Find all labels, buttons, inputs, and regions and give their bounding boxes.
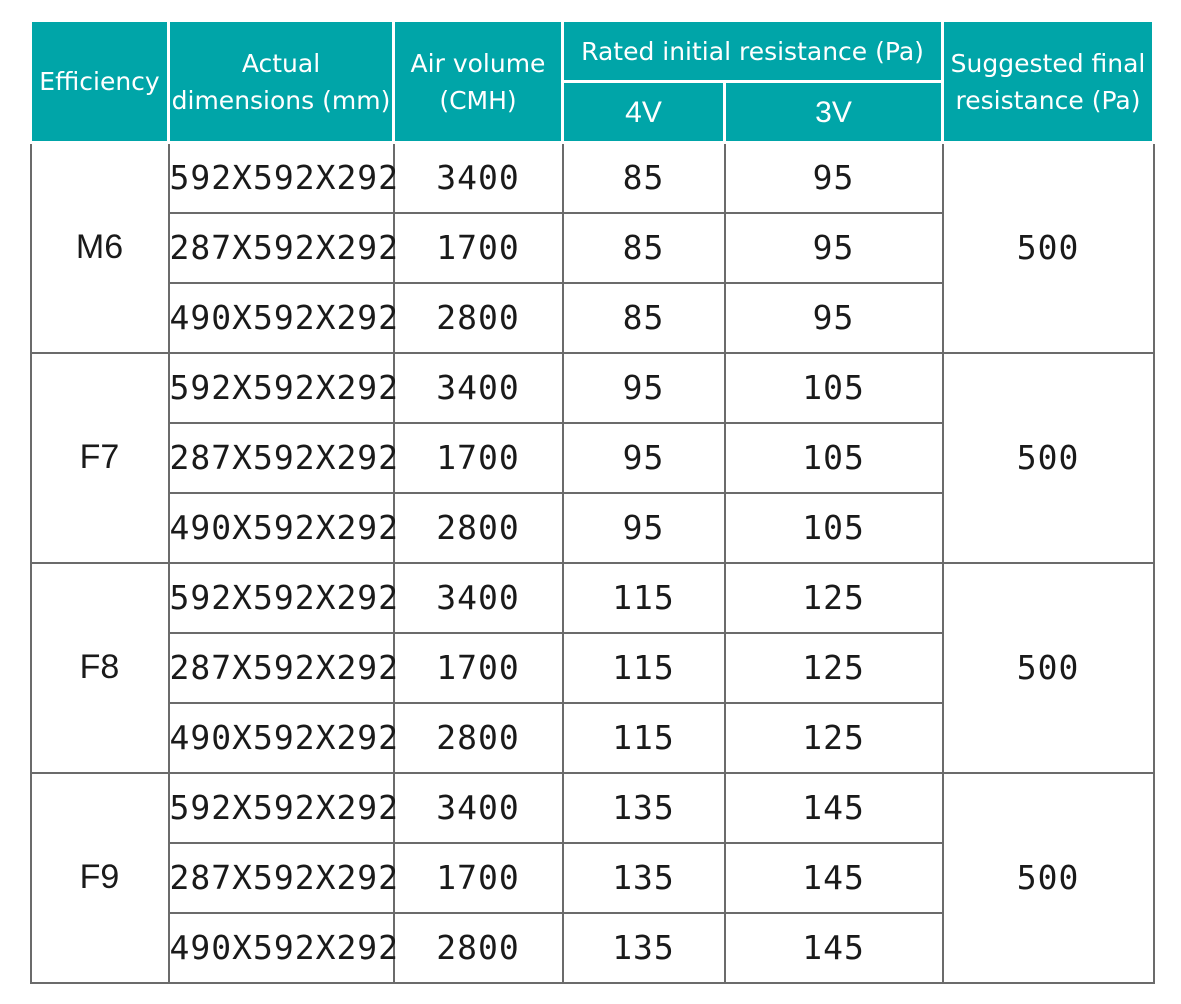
air-volume-cell: 2800 xyxy=(392,491,564,564)
dimensions-cell: 490X592X292 xyxy=(167,491,398,564)
resistance-3v-cell: 145 xyxy=(723,911,944,985)
resistance-4v-cell: 115 xyxy=(561,561,726,634)
final-resistance-cell: 500 xyxy=(941,561,1155,774)
resistance-4v-cell: 95 xyxy=(561,421,726,494)
air-volume-cell: 1700 xyxy=(392,421,564,494)
resistance-4v-cell: 95 xyxy=(561,351,726,424)
final-resistance-header: Suggested final resistance (Pa) xyxy=(941,19,1156,144)
air-volume-cell: 1700 xyxy=(392,211,564,284)
air-volume-cell: 2800 xyxy=(392,911,564,985)
air-volume-cell: 2800 xyxy=(392,281,564,354)
resistance-3v-cell: 95 xyxy=(723,211,944,284)
resistance-3v-cell: 145 xyxy=(723,841,944,914)
resistance-3v-cell: 95 xyxy=(723,141,944,214)
subheader-row: 4V 3V xyxy=(31,80,1154,144)
efficiency-cell: F9 xyxy=(29,771,170,985)
efficiency-header: Efficiency xyxy=(29,19,170,144)
dimensions-cell: 592X592X292 xyxy=(167,141,398,214)
air-volume-cell: 3400 xyxy=(392,351,564,424)
resistance-4v-cell: 85 xyxy=(561,281,726,354)
resistance-3v-cell: 145 xyxy=(723,771,944,844)
resistance-3v-cell: 105 xyxy=(723,421,944,494)
air-volume-cell: 1700 xyxy=(392,631,564,704)
rated-resistance-header: Rated initial resistance (Pa) xyxy=(560,19,945,83)
table-row: 287X592X292 1700 135 145 xyxy=(31,841,1154,914)
air-volume-cell: 1700 xyxy=(392,841,564,914)
resistance-3v-cell: 125 xyxy=(723,701,944,774)
table-row: 287X592X292 1700 115 125 xyxy=(31,631,1154,704)
dimensions-cell: 287X592X292 xyxy=(167,421,398,494)
dimensions-cell: 490X592X292 xyxy=(167,911,398,985)
table-row: M6 592X592X292 3400 85 95 500 xyxy=(29,141,1155,354)
filter-spec-table: Efficiency Actual dimensions (mm) Air vo… xyxy=(29,19,1156,985)
air-volume-cell: 3400 xyxy=(392,771,564,844)
table-row: F8 592X592X292 3400 115 125 500 xyxy=(29,561,1155,774)
table-row: 287X592X292 1700 95 105 xyxy=(31,421,1154,494)
table-row: F7 592X592X292 3400 95 105 500 xyxy=(29,351,1155,564)
final-resistance-cell: 500 xyxy=(941,771,1155,985)
final-resistance-cell: 500 xyxy=(941,141,1155,354)
table-row: 490X592X292 2800 115 125 xyxy=(31,701,1154,774)
resistance-4v-cell: 135 xyxy=(561,841,726,914)
air-volume-cell: 2800 xyxy=(392,701,564,774)
dimensions-header: Actual dimensions (mm) xyxy=(167,19,395,144)
air-volume-cell: 3400 xyxy=(392,141,564,214)
4v-header: 4V xyxy=(561,80,726,144)
3v-header: 3V xyxy=(722,80,945,144)
resistance-4v-cell: 135 xyxy=(561,911,726,985)
dimensions-cell: 287X592X292 xyxy=(167,841,398,914)
final-resistance-cell: 500 xyxy=(941,351,1155,564)
efficiency-cell: M6 xyxy=(29,141,170,354)
table-row: 490X592X292 2800 85 95 xyxy=(31,281,1154,354)
resistance-4v-cell: 115 xyxy=(561,701,726,774)
air-volume-header: Air volume (CMH) xyxy=(392,19,564,144)
dimensions-cell: 592X592X292 xyxy=(167,771,398,844)
resistance-4v-cell: 85 xyxy=(561,141,726,214)
table-row: 287X592X292 1700 85 95 xyxy=(31,211,1154,284)
dimensions-cell: 490X592X292 xyxy=(167,281,398,354)
header-row: Efficiency Actual dimensions (mm) Air vo… xyxy=(29,19,1156,144)
dimensions-cell: 287X592X292 xyxy=(167,211,398,284)
efficiency-cell: F7 xyxy=(29,351,170,564)
resistance-4v-cell: 115 xyxy=(561,631,726,704)
resistance-4v-cell: 95 xyxy=(561,491,726,564)
resistance-3v-cell: 105 xyxy=(723,491,944,564)
table-row: 490X592X292 2800 95 105 xyxy=(31,491,1154,564)
dimensions-cell: 592X592X292 xyxy=(167,351,398,424)
dimensions-cell: 490X592X292 xyxy=(167,701,398,774)
resistance-3v-cell: 125 xyxy=(723,561,944,634)
table-row: 490X592X292 2800 135 145 xyxy=(31,911,1154,985)
air-volume-cell: 3400 xyxy=(392,561,564,634)
table-body: M6 592X592X292 3400 85 95 500 287X592X292 1700 8… xyxy=(29,141,1155,985)
dimensions-cell: 592X592X292 xyxy=(167,561,398,634)
resistance-3v-cell: 125 xyxy=(723,631,944,704)
dimensions-cell: 287X592X292 xyxy=(167,631,398,704)
resistance-3v-cell: 105 xyxy=(723,351,944,424)
resistance-4v-cell: 135 xyxy=(561,771,726,844)
efficiency-cell: F8 xyxy=(29,561,170,774)
resistance-3v-cell: 95 xyxy=(723,281,944,354)
resistance-4v-cell: 85 xyxy=(561,211,726,284)
table-row: F9 592X592X292 3400 135 145 500 xyxy=(29,771,1155,985)
